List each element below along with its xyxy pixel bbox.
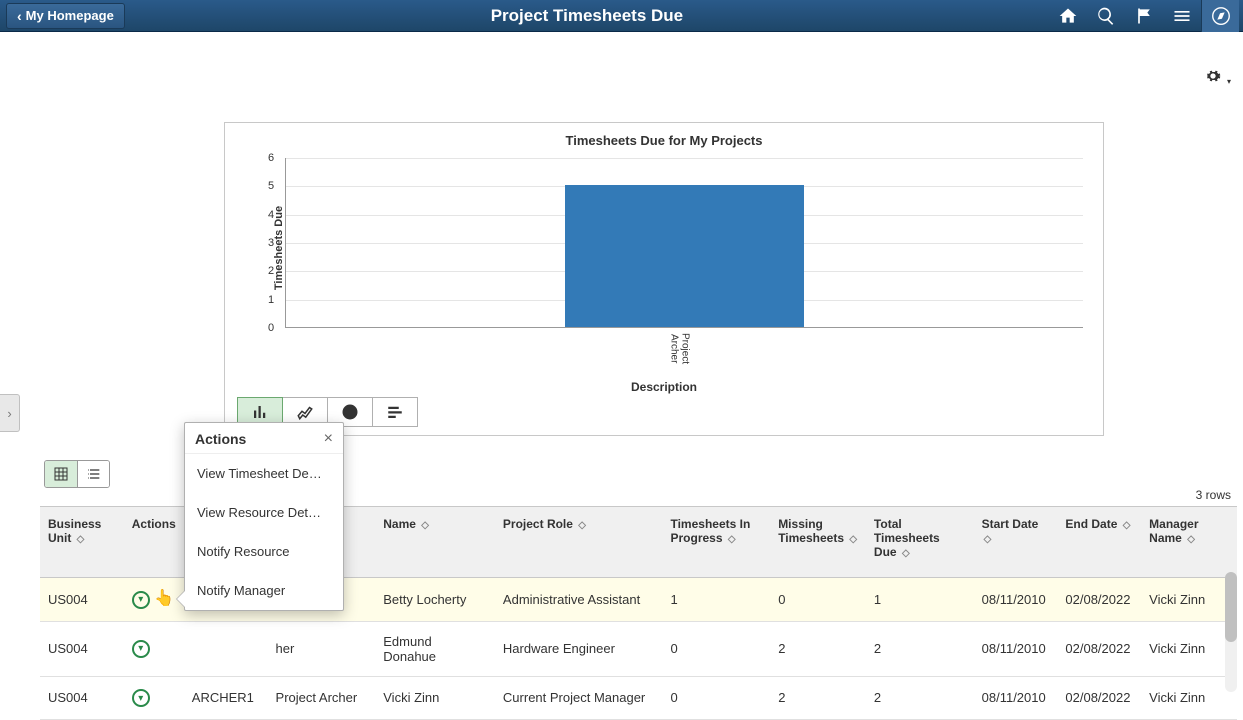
popup-menu-item[interactable]: Notify Manager <box>185 571 343 610</box>
chart-plot: 0123456Project Archer <box>285 158 1083 328</box>
cell-tip: 0 <box>662 621 770 676</box>
hbar-chart-tab[interactable] <box>372 397 418 427</box>
column-header-missing[interactable]: Missing Timesheets ◇ <box>770 507 866 578</box>
table-row: US004 ▾ herEdmund DonahueHardware Engineer… <box>40 621 1237 676</box>
scrollbar-thumb[interactable] <box>1225 572 1237 642</box>
cell-bu: US004 <box>40 578 124 622</box>
cell-tip: 0 <box>662 676 770 720</box>
cell-total: 2 <box>866 676 974 720</box>
cell-name: Edmund Donahue <box>375 621 495 676</box>
cell-desc: her <box>268 621 376 676</box>
chart-ytick: 2 <box>268 265 274 277</box>
cell-actions: ▾ <box>124 676 184 720</box>
chart-ytick: 6 <box>268 152 274 164</box>
flag-icon[interactable] <box>1125 0 1163 32</box>
chart-y-label: Timesheets Due <box>273 206 285 290</box>
search-icon[interactable] <box>1087 0 1125 32</box>
back-label: My Homepage <box>26 8 114 23</box>
cell-role: Hardware Engineer <box>495 621 663 676</box>
cell-project: ARCHER1 <box>184 676 268 720</box>
column-header-start[interactable]: Start Date ◇ <box>974 507 1058 578</box>
column-header-name[interactable]: Name ◇ <box>375 507 495 578</box>
settings-gear-icon[interactable] <box>1205 68 1231 87</box>
topbar-actions <box>1049 0 1239 32</box>
column-header-mgr[interactable]: Manager Name ◇ <box>1141 507 1237 578</box>
actions-popup: Actions × View Timesheet De…View Resourc… <box>184 422 344 611</box>
cell-project <box>184 621 268 676</box>
popup-callout <box>177 591 185 607</box>
column-header-actions: Actions <box>124 507 184 578</box>
list-view-button[interactable] <box>77 461 109 487</box>
chart-panel: Timesheets Due for My Projects Timesheet… <box>224 122 1104 436</box>
chart-title: Timesheets Due for My Projects <box>225 123 1103 148</box>
compass-icon[interactable] <box>1201 0 1239 32</box>
chart-body: Timesheets Due 0123456Project Archer <box>285 158 1083 338</box>
cell-bu: US004 <box>40 676 124 720</box>
cell-tip: 1 <box>662 578 770 622</box>
cell-end: 02/08/2022 <box>1057 676 1141 720</box>
column-header-role[interactable]: Project Role ◇ <box>495 507 663 578</box>
cursor-pointer-icon: 👆 <box>154 588 174 608</box>
cell-missing: 2 <box>770 676 866 720</box>
cell-mgr: Vicki Zinn <box>1141 621 1237 676</box>
grid-view-button[interactable] <box>45 461 77 487</box>
cell-role: Current Project Manager <box>495 676 663 720</box>
rows-count: 3 rows <box>1196 488 1231 502</box>
row-actions-button[interactable]: ▾ <box>132 689 150 707</box>
back-button[interactable]: ‹ My Homepage <box>6 3 125 29</box>
cell-role: Administrative Assistant <box>495 578 663 622</box>
cell-mgr: Vicki Zinn <box>1141 578 1237 622</box>
row-actions-button[interactable]: ▾ <box>132 591 150 609</box>
page-title: Project Timesheets Due <box>125 6 1049 26</box>
cell-start: 08/11/2010 <box>974 621 1058 676</box>
cell-total: 2 <box>866 621 974 676</box>
chart-xtick: Project Archer <box>669 327 691 364</box>
top-bar: ‹ My Homepage Project Timesheets Due <box>0 0 1243 32</box>
cell-name: Betty Locherty <box>375 578 495 622</box>
cell-start: 08/11/2010 <box>974 578 1058 622</box>
vertical-scrollbar[interactable] <box>1225 572 1237 692</box>
cell-missing: 0 <box>770 578 866 622</box>
close-icon[interactable]: × <box>324 431 333 447</box>
chart-bar <box>565 185 804 327</box>
chart-x-label: Description <box>225 380 1103 394</box>
popup-title: Actions <box>195 431 246 447</box>
chart-ytick: 1 <box>268 294 274 306</box>
cell-actions: ▾ <box>124 621 184 676</box>
cell-end: 02/08/2022 <box>1057 578 1141 622</box>
popup-menu-item[interactable]: Notify Resource <box>185 532 343 571</box>
column-header-total[interactable]: Total Timesheets Due ◇ <box>866 507 974 578</box>
chart-ytick: 3 <box>268 237 274 249</box>
cell-end: 02/08/2022 <box>1057 621 1141 676</box>
chart-ytick: 5 <box>268 180 274 192</box>
column-header-bu[interactable]: Business Unit ◇ <box>40 507 124 578</box>
expand-panel-handle[interactable]: › <box>0 394 20 432</box>
home-icon[interactable] <box>1049 0 1087 32</box>
cell-name: Vicki Zinn <box>375 676 495 720</box>
popup-menu-item[interactable]: View Timesheet De… <box>185 454 343 493</box>
popup-menu-item[interactable]: View Resource Det… <box>185 493 343 532</box>
cell-mgr: Vicki Zinn <box>1141 676 1237 720</box>
column-header-end[interactable]: End Date ◇ <box>1057 507 1141 578</box>
chart-ytick: 0 <box>268 322 274 334</box>
view-toggle <box>44 460 110 488</box>
column-header-tip[interactable]: Timesheets In Progress ◇ <box>662 507 770 578</box>
cell-desc: Project Archer <box>268 676 376 720</box>
cell-start: 08/11/2010 <box>974 676 1058 720</box>
chart-ytick: 4 <box>268 209 274 221</box>
cell-total: 1 <box>866 578 974 622</box>
cell-missing: 2 <box>770 621 866 676</box>
table-row: US004▾ARCHER1Project ArcherVicki ZinnCur… <box>40 676 1237 720</box>
menu-icon[interactable] <box>1163 0 1201 32</box>
cell-bu: US004 <box>40 621 124 676</box>
chevron-left-icon: ‹ <box>17 8 22 24</box>
row-actions-button[interactable]: ▾ <box>132 640 150 658</box>
